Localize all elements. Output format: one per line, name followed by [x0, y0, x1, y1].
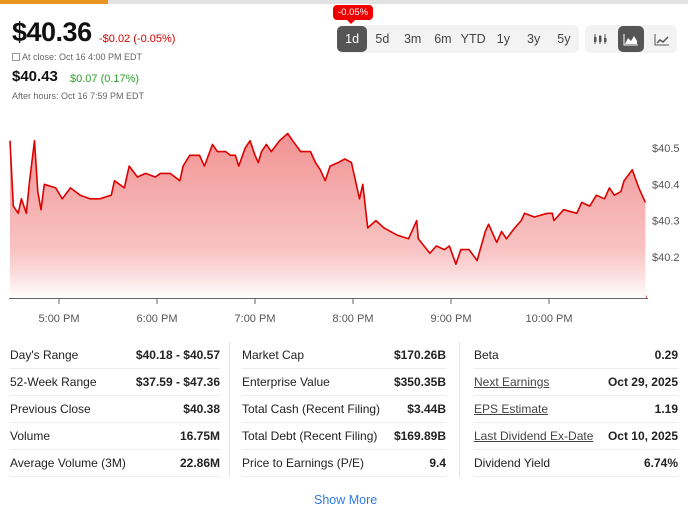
calendar-icon: [12, 53, 20, 61]
current-price: $40.36: [12, 17, 92, 47]
stat-value: 0.29: [654, 348, 678, 362]
stat-label: Volume: [10, 429, 51, 443]
stat-label: Average Volume (3M): [10, 456, 126, 470]
stat-value: $170.26B: [393, 348, 446, 362]
stat-row: 52-Week Range $37.59 - $47.36: [10, 369, 220, 396]
stat-row: Market Cap $170.26B: [242, 342, 446, 369]
stat-value: 1.19: [654, 402, 678, 416]
after-hours-change: $0.07 (0.17%): [70, 73, 140, 85]
stat-label[interactable]: EPS Estimate: [474, 402, 549, 416]
stat-row: Volume 16.75M: [10, 423, 220, 450]
after-hours-price: $40.43: [12, 68, 58, 85]
mountain-chart-button[interactable]: [617, 26, 644, 52]
stat-row: EPS Estimate 1.19: [474, 396, 678, 423]
stat-label: Enterprise Value: [242, 375, 330, 389]
stat-row: Next Earnings Oct 29, 2025: [474, 369, 678, 396]
x-tick-label: 7:00 PM: [235, 313, 276, 325]
loading-progress-bar: [0, 0, 688, 4]
y-tick-label: $40.5: [652, 143, 680, 155]
range-button-3m[interactable]: 3m: [403, 32, 422, 46]
stat-value: $169.89B: [393, 429, 446, 443]
stat-row: Dividend Yield 6.74%: [474, 450, 678, 477]
stat-value: 6.74%: [643, 456, 678, 470]
stat-row: Total Cash (Recent Filing) $3.44B: [242, 396, 446, 423]
close-label: At close: Oct 16 4:00 PM EDT: [22, 52, 143, 62]
price-chart[interactable]: 5:00 PM 6:00 PM 7:00 PM 8:00 PM 9:00 PM 10:00…: [0, 0, 688, 335]
stat-value: 22.86M: [179, 456, 220, 470]
x-tick-label: 9:00 PM: [431, 313, 472, 325]
line-chart-icon: [654, 33, 669, 45]
stat-row: Total Debt (Recent Filing) $169.89B: [242, 423, 446, 450]
price-line: [9, 132, 647, 265]
x-tick-label: 10:00 PM: [525, 313, 572, 325]
close-info: At close: Oct 16 4:00 PM EDT: [12, 52, 142, 62]
column-divider: [459, 342, 460, 477]
stat-row: Price to Earnings (P/E) 9.4: [242, 450, 446, 477]
stat-label: Day's Range: [10, 348, 79, 362]
show-more-link[interactable]: Show More: [314, 493, 378, 507]
chart-type-selector: [585, 25, 677, 53]
stat-label: Previous Close: [10, 402, 91, 416]
change-tooltip: -0.05%: [333, 5, 374, 24]
column-divider: [229, 342, 230, 477]
stat-label: Beta: [474, 348, 499, 362]
stat-row: Beta 0.29: [474, 342, 678, 369]
stat-label: Market Cap: [242, 348, 305, 362]
range-button-5d[interactable]: 5d: [375, 32, 390, 46]
stat-row: Previous Close $40.38: [10, 396, 220, 423]
progress-fill: [0, 0, 109, 4]
range-button-5y[interactable]: 5y: [557, 32, 571, 46]
stat-row: Day's Range $40.18 - $40.57: [10, 342, 220, 369]
stat-value: $40.38: [183, 402, 220, 416]
stat-label: Total Debt (Recent Filing): [242, 429, 378, 443]
mountain-chart-icon: [623, 33, 638, 45]
stat-label: Total Cash (Recent Filing): [242, 402, 381, 416]
stat-label[interactable]: Last Dividend Ex-Date: [474, 429, 594, 443]
y-tick-label: $40.2: [652, 252, 680, 264]
after-hours-label: After hours: Oct 16 7:59 PM EDT: [12, 91, 145, 101]
range-button-1d[interactable]: 1d: [337, 26, 368, 52]
stat-label: 52-Week Range: [10, 375, 97, 389]
stat-row: Average Volume (3M) 22.86M: [10, 450, 220, 477]
price-change: -$0.02 (-0.05%): [99, 33, 176, 45]
stat-value: $350.35B: [393, 375, 446, 389]
stat-value: Oct 10, 2025: [607, 429, 678, 443]
range-button-6m[interactable]: 6m: [434, 32, 452, 46]
stat-value: $37.59 - $47.36: [135, 375, 220, 389]
range-button-ytd[interactable]: YTD: [460, 32, 486, 46]
x-tick-label: 8:00 PM: [333, 313, 374, 325]
range-selector: 1d 5d 3m 6m YTD 1y 3y 5y: [337, 25, 579, 53]
stat-label: Dividend Yield: [474, 456, 551, 470]
y-tick-label: $40.4: [652, 179, 680, 191]
volume-bar: [646, 295, 647, 298]
range-button-1y[interactable]: 1y: [496, 32, 510, 46]
stat-value: $3.44B: [407, 402, 446, 416]
y-tick-label: $40.3: [652, 216, 680, 228]
stat-row: Enterprise Value $350.35B: [242, 369, 446, 396]
x-tick-label: 6:00 PM: [137, 313, 178, 325]
stat-label[interactable]: Next Earnings: [474, 375, 550, 389]
stat-value: 16.75M: [179, 429, 220, 443]
stat-row: Last Dividend Ex-Date Oct 10, 2025: [474, 423, 678, 450]
candlestick-button[interactable]: [587, 26, 613, 52]
x-tick-label: 5:00 PM: [39, 313, 80, 325]
stat-value: $40.18 - $40.57: [135, 348, 220, 362]
range-button-3y[interactable]: 3y: [527, 32, 541, 46]
stat-label: Price to Earnings (P/E): [242, 456, 365, 470]
price-area: [10, 133, 646, 298]
line-chart-button[interactable]: [649, 26, 675, 52]
stat-value: Oct 29, 2025: [607, 375, 678, 389]
stat-value: 9.4: [429, 456, 446, 470]
candlestick-icon: [594, 34, 607, 44]
